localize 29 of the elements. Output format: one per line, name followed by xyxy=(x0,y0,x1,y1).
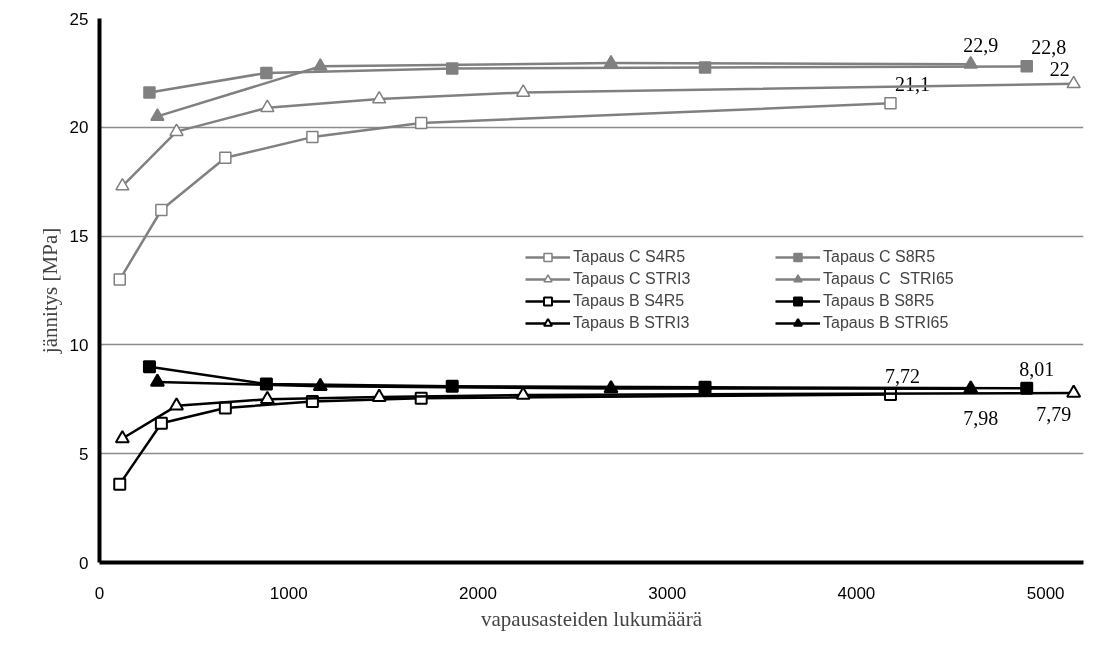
legend-label: Tapaus B STRI3 xyxy=(573,314,691,332)
y-tick-label: 20 xyxy=(69,118,89,138)
x-axis-title: vapausasteiden lukumäärä xyxy=(481,606,703,631)
data-label: 22,8 xyxy=(1031,36,1067,59)
legend-label: Tapaus C STRI3 xyxy=(573,270,692,288)
data-label: 8,01 xyxy=(1019,358,1055,381)
legend-label: Tapaus B S8R5 xyxy=(823,292,936,310)
x-tick-label: 3000 xyxy=(648,583,687,603)
y-tick-label: 25 xyxy=(69,9,89,29)
y-tick-label: 0 xyxy=(79,553,89,573)
legend-label: Tapaus B S4R5 xyxy=(573,292,686,310)
legend-label: Tapaus C S4R5 xyxy=(573,248,687,266)
x-tick-label: 2000 xyxy=(459,583,497,603)
data-label: 22 xyxy=(1049,57,1070,80)
legend-label: Tapaus C S8R5 xyxy=(823,248,937,266)
legend-label: Tapaus B STRI65 xyxy=(823,314,950,332)
y-axis-title: jännitys [MPa] xyxy=(37,227,62,355)
x-tick-label: 0 xyxy=(94,583,105,603)
data-label: 7,98 xyxy=(963,406,999,429)
y-tick-label: 15 xyxy=(69,227,89,247)
x-tick-label: 1000 xyxy=(269,583,308,603)
data-label: 7,72 xyxy=(884,364,920,387)
x-tick-label: 5000 xyxy=(1026,583,1065,603)
y-tick-label: 5 xyxy=(79,444,89,464)
data-label: 22,9 xyxy=(963,34,999,57)
y-tick-label: 10 xyxy=(69,335,89,355)
data-label: 7,79 xyxy=(1036,402,1072,425)
legend-label: Tapaus C STRI65 xyxy=(823,270,955,288)
x-tick-label: 4000 xyxy=(837,583,876,603)
